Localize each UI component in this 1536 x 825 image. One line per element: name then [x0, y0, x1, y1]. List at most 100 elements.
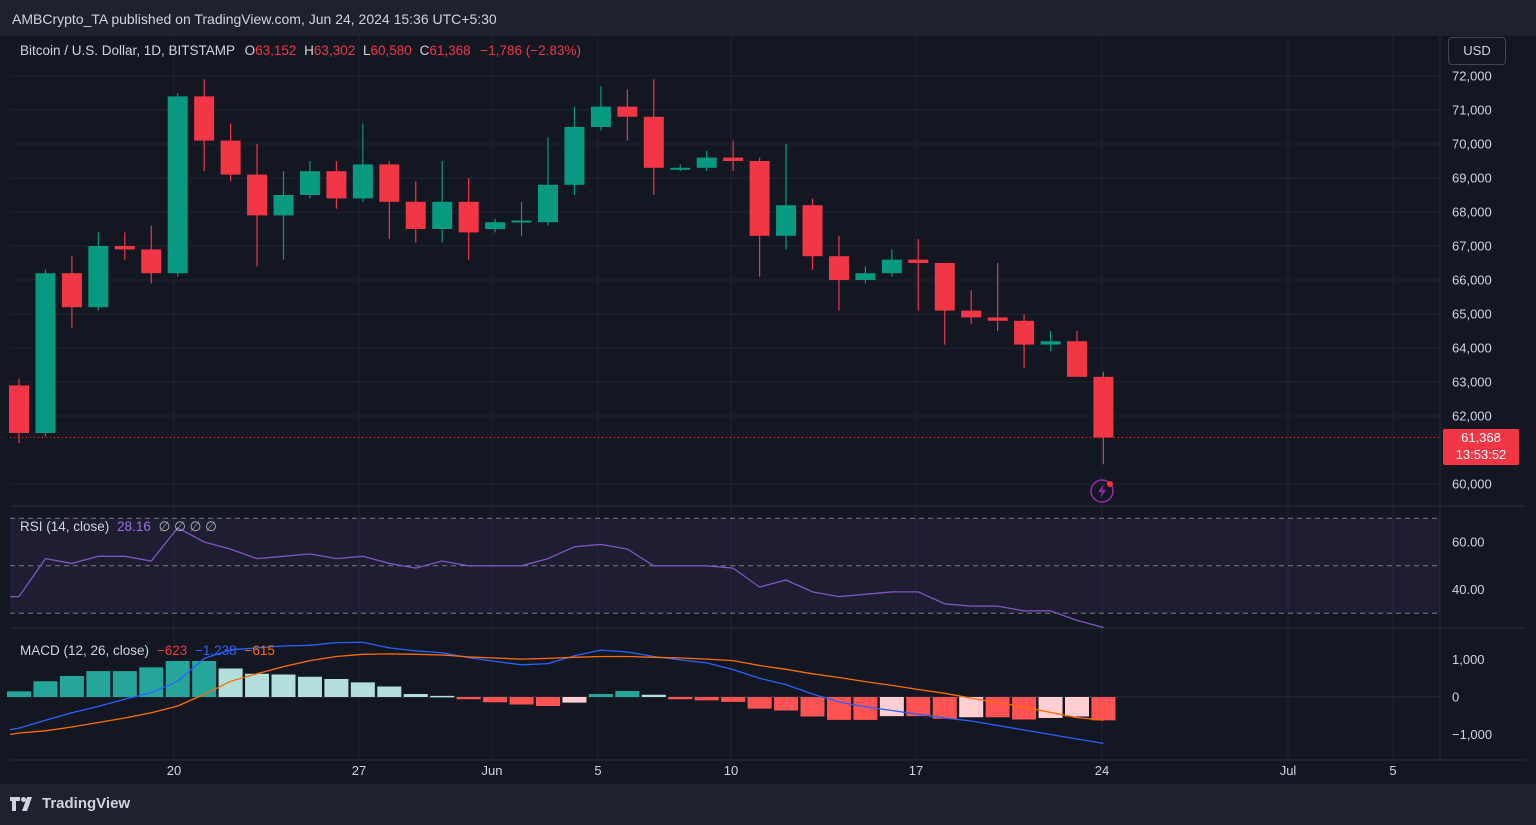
rsi-axis-tick: 40.00 — [1452, 582, 1485, 597]
price-axis-tick: 62,000 — [1452, 409, 1492, 424]
candle-body — [643, 116, 664, 168]
candle-body — [167, 96, 188, 274]
price-axis-tick: 68,000 — [1452, 205, 1492, 220]
candle-body — [538, 184, 558, 223]
price-axis-tick: 66,000 — [1452, 273, 1492, 288]
candle-body — [458, 201, 479, 233]
macd-hist-bar — [271, 674, 296, 697]
macd-hist-bar — [800, 697, 825, 717]
candle-body — [141, 249, 162, 274]
low-value: 60,580 — [370, 43, 412, 58]
candle-body — [749, 161, 770, 236]
price-axis-tick: 65,000 — [1452, 307, 1492, 322]
macd-hist-bar — [430, 695, 455, 698]
candle-body — [9, 385, 29, 433]
rsi-label: RSI (14, close) — [20, 519, 110, 534]
macd-hist-bar — [33, 681, 58, 697]
high-label: H — [304, 43, 314, 58]
macd-hist-bar — [403, 694, 428, 697]
candle-body — [617, 106, 638, 117]
macd-hist-bar — [959, 697, 984, 718]
macd-hist-bar — [509, 697, 534, 705]
price-axis-tick: 63,000 — [1452, 375, 1492, 390]
high-value: 63,302 — [313, 43, 356, 58]
candle-body — [881, 259, 902, 274]
candle-body — [273, 195, 294, 216]
candle-body — [855, 273, 876, 280]
macd-hist-bar — [483, 697, 508, 703]
close-label: C — [419, 43, 430, 58]
flash-dot-icon — [1107, 481, 1113, 487]
macd-line — [9, 641, 1104, 745]
macd-hist-bar — [853, 697, 878, 720]
macd-hist-bar — [932, 697, 957, 719]
candle-body — [35, 273, 56, 433]
date-axis-tick: Jul — [1280, 763, 1297, 778]
macd-hist-bar — [747, 697, 772, 709]
date-axis-tick: 10 — [724, 763, 738, 778]
change-value: −1,786 (−2.83%) — [480, 43, 581, 58]
chart-frame — [10, 36, 1526, 784]
candle-body — [220, 140, 241, 175]
macd-hist-bar — [826, 697, 851, 720]
tradingview-logo[interactable]: TradingView — [10, 795, 130, 812]
candle-body — [379, 164, 400, 202]
macd-hist-bar — [324, 679, 349, 697]
open-label: O — [244, 43, 256, 58]
macd-hist-bar — [7, 691, 31, 697]
last-price-tag: 61,368 13:53:52 — [1443, 429, 1519, 465]
macd-hist-bar — [906, 697, 931, 717]
price-axis-tick: 67,000 — [1452, 239, 1492, 254]
macd-hist-bar — [721, 697, 746, 702]
macd-legend: MACD (12, 26, close) −623 −1,238 −615 — [20, 643, 275, 658]
macd-hist-value: −623 — [156, 643, 188, 658]
price-axis-tick: 70,000 — [1452, 137, 1492, 152]
date-axis-tick: 17 — [909, 763, 923, 778]
candle-body — [828, 256, 849, 280]
candle-body — [194, 96, 215, 141]
rsi-value: 28.16 — [117, 519, 151, 534]
macd-hist-bar — [297, 676, 322, 697]
macd-axis-tick: −1,000 — [1452, 727, 1492, 742]
price-axis-tick: 69,000 — [1452, 171, 1492, 186]
last-price: 61,368 — [1461, 430, 1501, 445]
candle-body — [802, 205, 823, 257]
currency-button[interactable]: USD — [1448, 37, 1506, 65]
macd-hist-bar — [536, 697, 560, 706]
tradingview-brand: TradingView — [42, 795, 131, 812]
macd-hist-bar — [165, 661, 190, 697]
candle-body — [88, 246, 109, 308]
macd-hist-bar — [668, 697, 693, 700]
macd-axis-tick: 0 — [1452, 690, 1459, 705]
bar-countdown: 13:53:52 — [1455, 447, 1507, 462]
candle-body — [326, 171, 347, 199]
candle-body — [961, 310, 982, 318]
rsi-line — [10, 526, 1104, 629]
macd-hist-bar — [245, 673, 270, 697]
date-axis-tick: 24 — [1095, 763, 1109, 778]
macd-hist-bar — [456, 697, 481, 700]
price-legend: Bitcoin / U.S. Dollar, 1D, BITSTAMP O63,… — [20, 43, 581, 58]
close-value: 61,368 — [429, 43, 471, 58]
price-axis-tick: 71,000 — [1452, 103, 1492, 118]
flash-marker-icon — [1090, 479, 1114, 503]
macd-hist-bar — [615, 691, 640, 697]
candle-body — [564, 127, 585, 185]
open-value: 63,152 — [255, 43, 297, 58]
macd-hist-bar — [112, 671, 137, 697]
tradingview-logo-icon — [10, 796, 32, 811]
macd-hist-bar — [350, 682, 375, 697]
candle-body — [61, 273, 82, 308]
macd-hist-bar — [1012, 697, 1037, 720]
macd-hist-bar — [694, 697, 719, 701]
macd-hist-bar — [1038, 697, 1063, 718]
macd-hist-bar — [985, 697, 1010, 718]
candle-body — [114, 246, 135, 250]
macd-axis-tick: 1,000 — [1452, 652, 1485, 667]
candle-body — [405, 201, 426, 229]
macd-hist-bar — [1091, 697, 1116, 721]
macd-signal-value: −615 — [244, 643, 275, 658]
macd-hist-bar — [377, 686, 402, 697]
candle-body — [590, 106, 611, 127]
